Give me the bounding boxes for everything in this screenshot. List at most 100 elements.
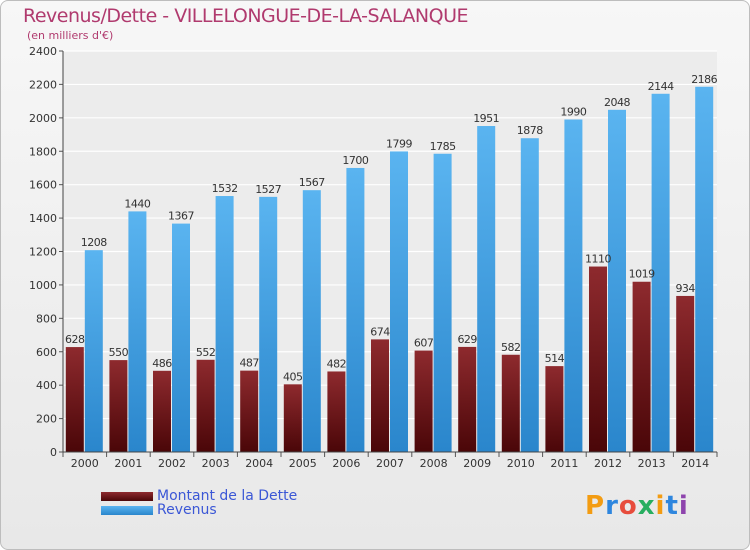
data-label-revenus-2006: 1700	[342, 154, 368, 167]
bar-revenus-2002	[172, 223, 190, 452]
data-label-revenus-2013: 2144	[648, 80, 674, 93]
data-label-debt-2012: 1110	[585, 253, 611, 266]
x-tick-label-2010: 2010	[507, 457, 535, 470]
bar-revenus-2004	[259, 196, 278, 452]
bar-revenus-2007	[390, 151, 408, 452]
bar-debt-2007	[371, 339, 389, 452]
logo-letter: r	[605, 491, 619, 521]
logo-letter: i	[655, 491, 666, 521]
y-tick-label: 800	[36, 312, 57, 325]
bar-debt-2006	[327, 371, 346, 452]
data-label-debt-2004: 487	[239, 357, 259, 370]
bar-debt-2005	[283, 384, 302, 452]
x-tick-label-2006: 2006	[332, 457, 360, 470]
bar-revenus-2008	[433, 153, 452, 452]
y-tick-label: 2000	[29, 112, 57, 125]
y-tick-label: 200	[36, 413, 57, 426]
data-label-revenus-2011: 1990	[560, 106, 586, 119]
data-label-revenus-2012: 2048	[604, 96, 630, 109]
data-label-revenus-2009: 1951	[473, 112, 499, 125]
bar-revenus-2001	[128, 211, 147, 452]
data-label-debt-2013: 1019	[629, 268, 655, 281]
bar-debt-2008	[414, 350, 433, 452]
x-tick-label-2007: 2007	[376, 457, 404, 470]
chart-title: Revenus/Dette - VILLELONGUE-DE-LA-SALANQ…	[23, 5, 469, 27]
bar-debt-2013	[632, 281, 651, 452]
y-tick-label: 2400	[29, 45, 57, 58]
data-label-revenus-2000: 1208	[81, 236, 107, 249]
x-tick-label-2002: 2002	[158, 457, 186, 470]
data-label-revenus-2004: 1527	[255, 183, 281, 196]
x-tick-label-2011: 2011	[550, 457, 578, 470]
data-label-debt-2014: 934	[675, 282, 695, 295]
bar-debt-2011	[545, 366, 564, 452]
x-tick-label-2001: 2001	[114, 457, 142, 470]
legend-label-revenus: Revenus	[157, 502, 217, 518]
data-label-revenus-2010: 1878	[517, 124, 543, 137]
logo-letter: t	[665, 491, 679, 521]
y-tick-label: 1200	[29, 246, 57, 259]
x-tick-label-2003: 2003	[202, 457, 230, 470]
data-label-revenus-2002: 1367	[168, 210, 194, 223]
x-tick-label-2000: 2000	[71, 457, 99, 470]
data-label-debt-2008: 607	[414, 337, 434, 350]
axes: 0 200 400 600 800 1000 1200 1400 1600 1800 2000 220…	[29, 45, 718, 470]
bar-revenus-2009	[477, 126, 496, 452]
y-tick-label: 400	[36, 379, 57, 392]
data-label-debt-2005: 405	[283, 370, 303, 383]
bar-debt-2014	[676, 295, 695, 452]
legend-label-debt: Montant de la Dette	[157, 488, 298, 504]
y-tick-label: 1600	[29, 179, 57, 192]
bar-revenus-2013	[651, 93, 670, 453]
bar-debt-2009	[458, 346, 477, 452]
y-tick-label: 1400	[29, 212, 57, 225]
bar-revenus-2006	[346, 167, 365, 453]
proxiti-logo: Proxiti	[585, 491, 689, 521]
bar-debt-2002	[153, 370, 171, 452]
logo-letter: x	[637, 491, 656, 521]
legend-swatch-debt	[101, 491, 153, 501]
bar-debt-2001	[109, 360, 128, 452]
logo-letter: o	[618, 491, 638, 521]
bar-debt-2012	[589, 266, 607, 452]
bar-revenus-2011	[564, 119, 583, 453]
bar-debt-2004	[240, 370, 259, 452]
y-tick-label: 600	[36, 346, 57, 359]
bar-revenus-2010	[520, 138, 539, 452]
legend-item-debt: Montant de la Dette	[101, 488, 298, 504]
x-tick-label-2009: 2009	[463, 457, 491, 470]
data-label-debt-2007: 674	[370, 325, 390, 338]
x-tick-label-2013: 2013	[638, 457, 666, 470]
y-tick-label: 2200	[29, 78, 57, 91]
bar-revenus-2003	[215, 196, 234, 452]
data-label-revenus-2001: 1440	[124, 197, 150, 210]
bar-debt-2000	[65, 347, 84, 452]
data-label-debt-2002: 486	[152, 357, 172, 370]
data-label-revenus-2003: 1532	[212, 182, 238, 195]
data-label-debt-2006: 482	[327, 357, 347, 370]
x-tick-label-2008: 2008	[420, 457, 448, 470]
bar-revenus-2012	[608, 109, 626, 453]
data-label-revenus-2008: 1785	[430, 140, 456, 153]
bar-revenus-2000	[84, 250, 103, 452]
x-tick-label-2014: 2014	[681, 457, 709, 470]
bar-debt-2010	[501, 354, 520, 452]
bar-revenus-2014	[695, 86, 714, 453]
data-label-debt-2000: 628	[65, 333, 85, 346]
bars	[65, 86, 714, 453]
data-labels: 628 1208 550 1440 486 1367 552 1532 487 1527 405 15…	[65, 73, 718, 384]
y-tick-label: 1800	[29, 145, 57, 158]
data-label-revenus-2007: 1799	[386, 137, 412, 150]
chart-subtitle: (en milliers d'€)	[27, 29, 114, 42]
bar-debt-2003	[196, 359, 215, 452]
x-tick-label-2012: 2012	[594, 457, 622, 470]
y-tick-label: 0	[50, 446, 57, 459]
logo-letter: i	[678, 491, 689, 521]
data-label-debt-2010: 582	[501, 341, 521, 354]
data-label-debt-2001: 550	[109, 346, 129, 359]
x-tick-label-2005: 2005	[289, 457, 317, 470]
bar-revenus-2005	[302, 190, 321, 452]
data-label-revenus-2005: 1567	[299, 176, 325, 189]
